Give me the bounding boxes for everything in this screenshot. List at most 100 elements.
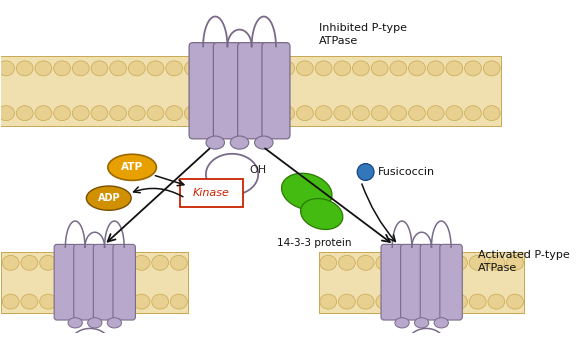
- Ellipse shape: [259, 106, 276, 121]
- Ellipse shape: [371, 106, 388, 121]
- Ellipse shape: [451, 255, 467, 270]
- Ellipse shape: [507, 255, 523, 270]
- Ellipse shape: [334, 106, 351, 121]
- Ellipse shape: [390, 61, 407, 76]
- Text: Fusicoccin: Fusicoccin: [378, 167, 435, 177]
- Ellipse shape: [408, 106, 425, 121]
- Ellipse shape: [230, 136, 249, 149]
- Ellipse shape: [58, 255, 75, 270]
- Ellipse shape: [91, 61, 108, 76]
- Ellipse shape: [73, 106, 89, 121]
- Ellipse shape: [241, 61, 257, 76]
- Ellipse shape: [483, 106, 500, 121]
- Ellipse shape: [203, 106, 220, 121]
- Ellipse shape: [432, 255, 449, 270]
- FancyBboxPatch shape: [238, 43, 266, 139]
- FancyBboxPatch shape: [94, 244, 116, 320]
- Ellipse shape: [114, 255, 131, 270]
- Ellipse shape: [446, 106, 462, 121]
- FancyBboxPatch shape: [420, 244, 443, 320]
- Ellipse shape: [87, 186, 131, 210]
- Ellipse shape: [35, 106, 52, 121]
- Ellipse shape: [254, 136, 273, 149]
- Ellipse shape: [58, 294, 75, 309]
- Ellipse shape: [353, 106, 370, 121]
- Ellipse shape: [184, 106, 201, 121]
- Ellipse shape: [0, 106, 15, 121]
- Ellipse shape: [282, 173, 332, 210]
- Text: ADP: ADP: [98, 193, 120, 203]
- Bar: [0, 56, 501, 126]
- Ellipse shape: [390, 106, 407, 121]
- Ellipse shape: [446, 61, 462, 76]
- Ellipse shape: [488, 255, 505, 270]
- FancyBboxPatch shape: [54, 244, 77, 320]
- Ellipse shape: [147, 106, 164, 121]
- Ellipse shape: [296, 106, 313, 121]
- Ellipse shape: [357, 164, 374, 180]
- Ellipse shape: [371, 61, 388, 76]
- Ellipse shape: [21, 255, 38, 270]
- Ellipse shape: [357, 294, 374, 309]
- Ellipse shape: [203, 61, 220, 76]
- Ellipse shape: [413, 294, 430, 309]
- Ellipse shape: [469, 255, 486, 270]
- Ellipse shape: [320, 294, 336, 309]
- Bar: [319, 252, 525, 313]
- Ellipse shape: [278, 106, 295, 121]
- Ellipse shape: [278, 61, 295, 76]
- Text: Inhibited P-type
ATPase: Inhibited P-type ATPase: [319, 23, 407, 46]
- Ellipse shape: [40, 255, 56, 270]
- Ellipse shape: [394, 294, 411, 309]
- Ellipse shape: [133, 255, 150, 270]
- Ellipse shape: [432, 294, 449, 309]
- Ellipse shape: [414, 318, 429, 328]
- Text: Kinase: Kinase: [193, 189, 230, 198]
- Text: ATP: ATP: [121, 162, 143, 172]
- Ellipse shape: [376, 294, 393, 309]
- Ellipse shape: [77, 255, 94, 270]
- Ellipse shape: [465, 61, 482, 76]
- Ellipse shape: [222, 61, 239, 76]
- Ellipse shape: [357, 255, 374, 270]
- Ellipse shape: [110, 106, 127, 121]
- Ellipse shape: [334, 61, 351, 76]
- Ellipse shape: [427, 61, 444, 76]
- Ellipse shape: [339, 255, 356, 270]
- Ellipse shape: [16, 61, 33, 76]
- Ellipse shape: [353, 61, 370, 76]
- Ellipse shape: [483, 61, 500, 76]
- FancyBboxPatch shape: [401, 244, 423, 320]
- Ellipse shape: [68, 318, 83, 328]
- Ellipse shape: [114, 294, 131, 309]
- FancyBboxPatch shape: [180, 180, 243, 207]
- Text: 14-3-3 protein: 14-3-3 protein: [277, 238, 352, 248]
- Ellipse shape: [170, 255, 187, 270]
- Ellipse shape: [222, 106, 239, 121]
- Ellipse shape: [133, 294, 150, 309]
- Ellipse shape: [184, 61, 201, 76]
- Bar: [1, 252, 188, 313]
- FancyBboxPatch shape: [74, 244, 96, 320]
- Ellipse shape: [465, 106, 482, 121]
- Ellipse shape: [35, 61, 52, 76]
- Ellipse shape: [339, 294, 356, 309]
- Ellipse shape: [296, 61, 313, 76]
- Ellipse shape: [96, 255, 113, 270]
- Ellipse shape: [2, 255, 19, 270]
- Ellipse shape: [40, 294, 56, 309]
- Ellipse shape: [2, 294, 19, 309]
- Ellipse shape: [488, 294, 505, 309]
- Ellipse shape: [16, 106, 33, 121]
- FancyBboxPatch shape: [213, 43, 241, 139]
- Ellipse shape: [107, 318, 121, 328]
- Ellipse shape: [110, 61, 127, 76]
- Text: Activated P-type
ATPase: Activated P-type ATPase: [478, 249, 569, 273]
- Ellipse shape: [259, 61, 276, 76]
- FancyBboxPatch shape: [113, 244, 135, 320]
- Ellipse shape: [166, 61, 182, 76]
- Ellipse shape: [315, 61, 332, 76]
- Ellipse shape: [53, 106, 70, 121]
- Ellipse shape: [408, 61, 425, 76]
- Ellipse shape: [395, 318, 409, 328]
